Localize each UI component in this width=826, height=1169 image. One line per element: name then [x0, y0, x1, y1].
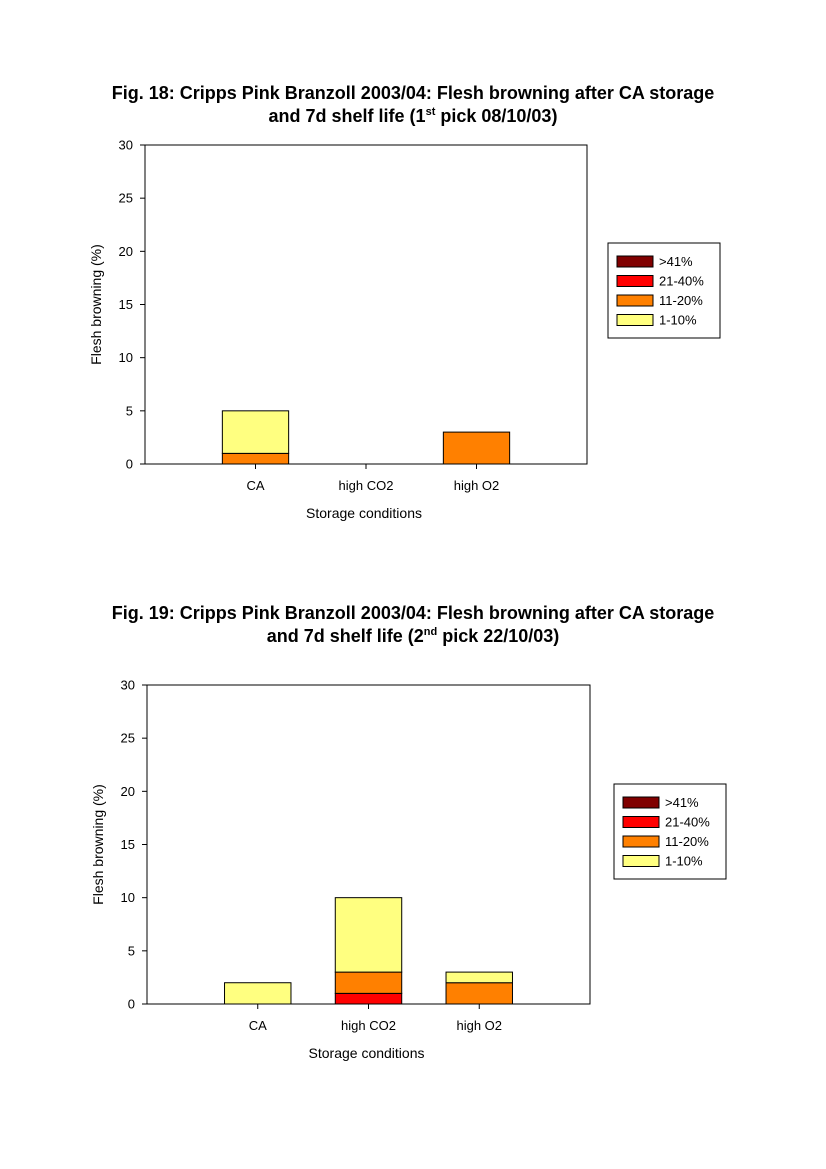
fig19-legend-label-r21_40: 21-40% — [665, 815, 710, 830]
fig18-legend-label-gt41: >41% — [659, 254, 693, 269]
fig19-ytick-label: 10 — [121, 890, 135, 905]
fig18-title-line2-a: and 7d shelf life (1 — [268, 106, 426, 126]
fig19-bar-high-co2-r11_20 — [334, 971, 403, 994]
fig18-xtick-label: CA — [246, 478, 264, 493]
fig18-bar-ca-r1_10 — [221, 410, 290, 454]
fig19-bar-ca-r1_10 — [224, 982, 292, 1005]
fig18-yaxis-title: Flesh browning (%) — [88, 244, 104, 365]
fig19-legend-swatch-r21_40 — [622, 816, 660, 828]
fig19-bar-high-co2-r21_40 — [334, 992, 403, 1005]
fig19-bar-high-o2-r1_10 — [445, 971, 513, 984]
fig18-legend-swatch-r11_20 — [616, 294, 654, 307]
fig19-title-sup: nd — [423, 626, 438, 638]
fig18-legend-label-r21_40: 21-40% — [659, 274, 704, 289]
fig18-ytick-label: 0 — [126, 457, 133, 472]
fig18-title-line1: Fig. 18: Cripps Pink Branzoll 2003/04: F… — [111, 83, 715, 103]
fig18-title-sup: st — [425, 106, 436, 118]
fig19-ytick-label: 25 — [121, 731, 135, 746]
fig18-title-line2: and 7d shelf life (1st pick 08/10/03) — [60, 105, 766, 128]
fig19-title-line1: Fig. 19: Cripps Pink Branzoll 2003/04: F… — [111, 603, 715, 623]
fig18-legend-swatch-r1_10 — [616, 314, 654, 326]
fig19-ytick-label: 5 — [128, 943, 135, 958]
fig19-xtick-label: high CO2 — [341, 1018, 396, 1033]
fig19-legend-label-r1_10: 1-10% — [665, 854, 703, 869]
fig19-ytick-label: 15 — [121, 837, 135, 852]
fig19-legend-swatch-gt41 — [622, 796, 660, 809]
fig18-legend-swatch-r21_40 — [616, 275, 654, 287]
fig19-xaxis-title: Storage conditions — [309, 1045, 425, 1061]
fig19-title-line2-a: and 7d shelf life (2 — [266, 626, 424, 646]
fig19-legend-label-r11_20: 11-20% — [665, 834, 709, 849]
fig18-xtick-label: high O2 — [454, 478, 500, 493]
fig18-title: Fig. 18: Cripps Pink Branzoll 2003/04: F… — [60, 82, 766, 128]
fig18-bar-high-o2-r11_20 — [442, 431, 511, 465]
fig18-chart: 0 5 10 15 20 25 30 CA high CO2 high O2 Storage con… — [88, 138, 721, 521]
fig19-title: Fig. 19: Cripps Pink Branzoll 2003/04: F… — [60, 602, 766, 648]
fig18-ytick-label: 20 — [119, 244, 133, 259]
fig19-xtick-label: high O2 — [456, 1018, 502, 1033]
fig19-ytick-label: 20 — [121, 784, 135, 799]
fig19-title-line2-b: pick 22/10/03) — [437, 626, 560, 646]
fig18-xtick-label: high CO2 — [339, 478, 394, 493]
fig19-xtick-label: CA — [249, 1018, 267, 1033]
fig18-title-line2-b: pick 08/10/03) — [435, 106, 558, 126]
fig19-ytick-label: 30 — [121, 678, 135, 693]
fig19-bar-high-o2-r11_20 — [445, 982, 513, 1005]
fig18-ytick-label: 30 — [119, 138, 133, 153]
fig19-legend-swatch-r11_20 — [622, 835, 660, 848]
fig18-ytick-label: 5 — [126, 403, 133, 418]
fig19-legend-label-gt41: >41% — [665, 795, 699, 810]
fig18-ytick-label: 25 — [119, 191, 133, 206]
fig19-bar-high-co2-r1_10 — [334, 897, 403, 973]
fig19-title-line2: and 7d shelf life (2nd pick 22/10/03) — [60, 625, 766, 648]
fig18-ytick-label: 10 — [119, 350, 133, 365]
fig18-legend-swatch-gt41 — [616, 255, 654, 268]
fig18-legend-label-r1_10: 1-10% — [659, 313, 697, 328]
fig19-legend-swatch-r1_10 — [622, 855, 660, 867]
fig18-legend-label-r11_20: 11-20% — [659, 293, 703, 308]
fig18-xaxis-title: Storage conditions — [306, 505, 422, 521]
fig18-ytick-label: 15 — [119, 297, 133, 312]
fig19-ytick-label: 0 — [128, 997, 135, 1012]
fig19-yaxis-title: Flesh browning (%) — [90, 784, 106, 905]
